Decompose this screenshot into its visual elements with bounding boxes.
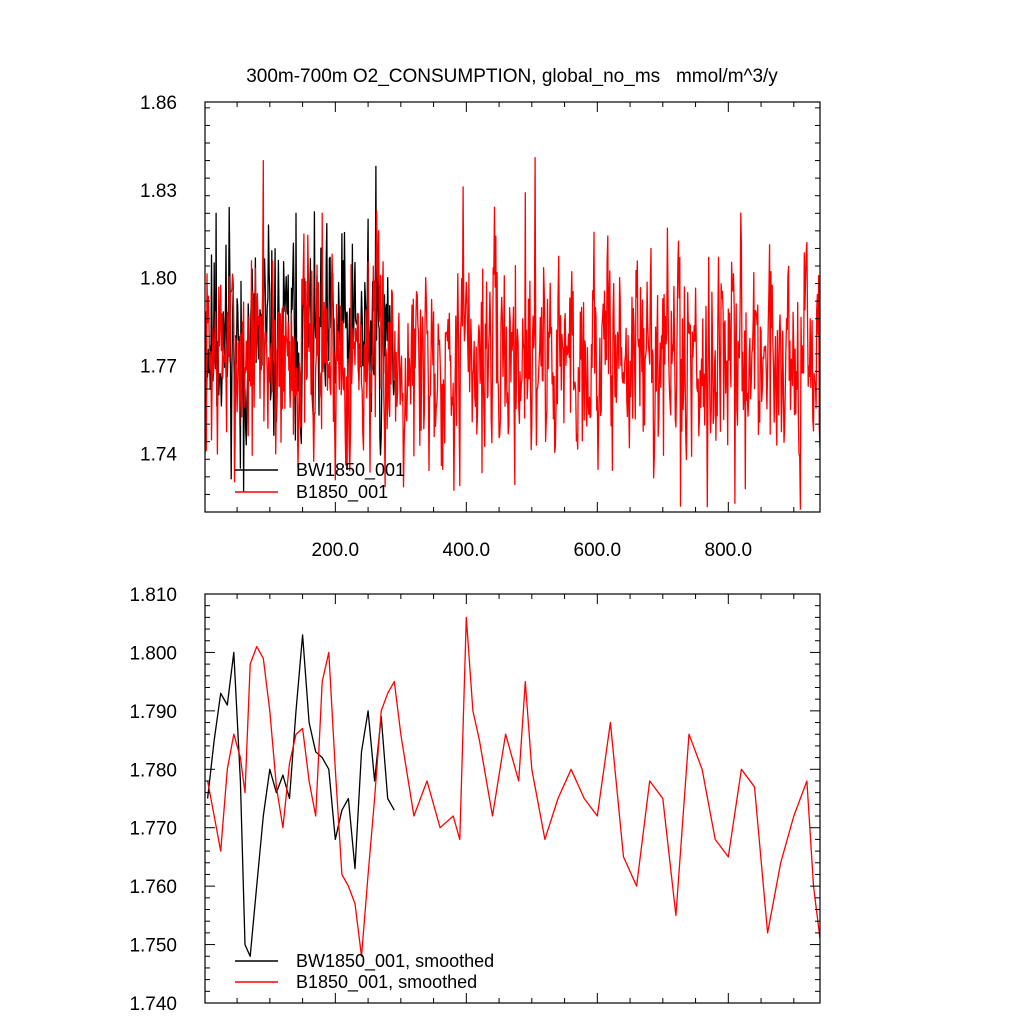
legend-entry: B1850_001, smoothed [296,972,477,993]
y-tick-label: 1.80 [140,269,177,290]
y-tick-label: 1.800 [129,643,177,664]
y-tick-label: 1.74 [140,444,177,465]
legend-entry: BW1850_001, smoothed [296,951,494,972]
legend-entry: BW1850_001 [296,460,405,481]
y-tick-label: 1.86 [140,93,177,114]
plot-frame [204,101,821,513]
y-tick-label: 1.780 [129,760,177,781]
x-tick-label: 200.0 [312,540,360,561]
y-tick-label: 1.83 [140,181,177,202]
series-line-bw1850-001-smoothed [206,634,395,957]
bottom-panel: 1.740 1.750 1.760 1.770 1.780 1.790 1.800 1.810… [129,585,821,1015]
top-panel: 300m-700m O2_CONSUMPTION, global_no_ms m… [140,66,821,561]
series-line-b1850-001 [205,156,820,510]
y-tick-label: 1.770 [129,819,177,840]
y-tick-label: 1.760 [129,877,177,898]
series-line-b1850-001-smoothed [206,616,820,957]
x-tick-label: 800.0 [705,540,753,561]
y-tick-label: 1.77 [140,357,177,378]
y-tick-label: 1.810 [129,585,177,606]
x-tick-label: 400.0 [443,540,491,561]
top-panel-title: 300m-700m O2_CONSUMPTION, global_no_ms m… [246,66,778,87]
plot-frame [204,593,821,1004]
legend-entry: B1850_001 [296,482,388,503]
y-tick-label: 1.750 [129,936,177,957]
y-tick-label: 1.790 [129,702,177,723]
x-tick-label: 600.0 [574,540,622,561]
y-tick-label: 1.740 [129,994,177,1015]
